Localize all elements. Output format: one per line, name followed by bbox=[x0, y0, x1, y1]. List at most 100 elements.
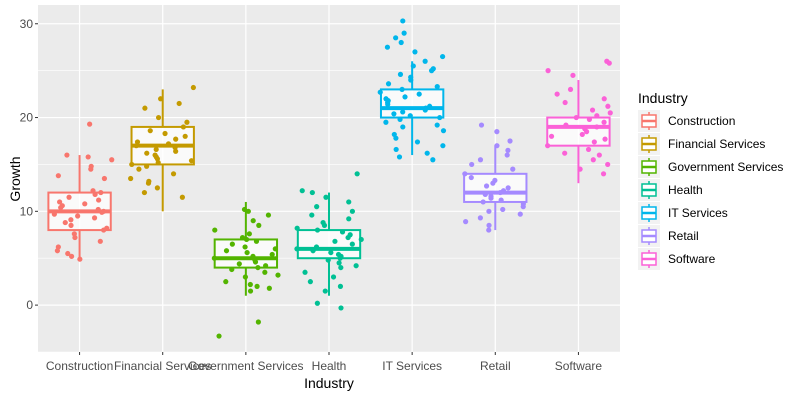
data-point bbox=[510, 166, 516, 172]
x-tick-label: IT Services bbox=[382, 359, 442, 373]
box-retail bbox=[463, 145, 528, 231]
data-point bbox=[430, 157, 436, 163]
data-point bbox=[384, 44, 391, 50]
data-point bbox=[358, 236, 364, 243]
data-point bbox=[507, 138, 513, 144]
data-point bbox=[434, 122, 440, 128]
data-point bbox=[246, 231, 252, 237]
y-axis: 0 10 20 30 bbox=[20, 17, 38, 312]
data-point bbox=[517, 211, 523, 217]
data-point bbox=[505, 185, 511, 191]
legend-item-health: Health bbox=[638, 179, 703, 201]
y-tick-label: 10 bbox=[20, 204, 34, 218]
data-point bbox=[162, 130, 168, 137]
data-point bbox=[182, 133, 188, 139]
data-point bbox=[55, 173, 61, 179]
data-point bbox=[579, 131, 585, 138]
data-point bbox=[606, 60, 612, 66]
data-point bbox=[408, 77, 414, 83]
data-point bbox=[400, 18, 406, 24]
data-point bbox=[133, 143, 139, 149]
data-point bbox=[338, 305, 344, 311]
data-point bbox=[253, 238, 260, 244]
data-point bbox=[397, 116, 403, 123]
data-point bbox=[307, 279, 313, 285]
legend-title: Industry bbox=[638, 90, 688, 106]
x-tick-label: Government Services bbox=[188, 359, 303, 373]
data-point bbox=[424, 150, 430, 156]
data-point bbox=[554, 91, 560, 97]
data-point bbox=[179, 194, 185, 200]
data-point bbox=[393, 135, 399, 141]
data-point bbox=[337, 283, 344, 289]
data-point bbox=[154, 185, 160, 191]
data-point bbox=[440, 143, 446, 149]
data-point bbox=[325, 257, 331, 263]
data-point bbox=[490, 180, 496, 186]
data-point bbox=[309, 212, 315, 218]
data-point bbox=[494, 129, 500, 135]
data-point bbox=[398, 39, 404, 46]
data-point bbox=[265, 212, 272, 218]
x-tick-label: Financial Services bbox=[114, 359, 211, 373]
data-point bbox=[255, 264, 261, 271]
data-point bbox=[256, 222, 262, 228]
data-point bbox=[58, 204, 64, 211]
data-point bbox=[332, 238, 338, 244]
data-point bbox=[339, 229, 346, 235]
data-point bbox=[82, 201, 88, 207]
data-point bbox=[309, 189, 315, 196]
data-point bbox=[596, 152, 602, 158]
data-point bbox=[262, 269, 268, 275]
legend-item-construction: Construction bbox=[638, 110, 735, 132]
data-point bbox=[223, 248, 230, 254]
data-point bbox=[245, 208, 251, 214]
data-point bbox=[155, 159, 161, 166]
x-tick-label: Software bbox=[555, 359, 603, 373]
data-point bbox=[272, 246, 278, 252]
data-point bbox=[101, 175, 108, 182]
legend-item-financial-services: Financial Services bbox=[638, 133, 765, 155]
box-government-services bbox=[213, 201, 279, 296]
legend-label: Health bbox=[668, 183, 703, 197]
data-point bbox=[428, 68, 435, 74]
data-point bbox=[144, 150, 150, 156]
data-point bbox=[239, 234, 246, 241]
data-point bbox=[87, 121, 93, 127]
data-point bbox=[605, 103, 611, 109]
data-point bbox=[158, 96, 164, 102]
data-point bbox=[96, 197, 102, 203]
x-axis-title: Industry bbox=[304, 375, 354, 391]
data-point bbox=[242, 244, 248, 250]
data-point bbox=[294, 225, 300, 231]
data-point bbox=[427, 103, 433, 109]
data-point bbox=[68, 253, 75, 259]
data-point bbox=[601, 119, 607, 125]
data-point bbox=[482, 191, 488, 198]
data-point bbox=[590, 157, 596, 163]
data-point bbox=[391, 111, 397, 117]
data-point bbox=[242, 274, 248, 280]
data-point bbox=[407, 113, 413, 119]
data-point bbox=[563, 122, 569, 128]
data-point bbox=[337, 255, 343, 261]
data-point bbox=[66, 194, 72, 200]
data-point bbox=[480, 199, 486, 205]
data-point bbox=[275, 272, 281, 278]
data-point bbox=[173, 136, 179, 142]
data-point bbox=[294, 246, 300, 252]
data-point bbox=[412, 49, 418, 55]
data-point bbox=[338, 264, 344, 271]
data-point bbox=[346, 199, 352, 205]
data-point bbox=[170, 171, 177, 177]
data-point bbox=[229, 266, 235, 273]
data-point bbox=[68, 217, 74, 223]
data-point bbox=[188, 158, 195, 164]
box-body bbox=[463, 172, 528, 203]
legend: Industry Construction Financial Services G… bbox=[638, 90, 783, 270]
data-point bbox=[383, 119, 389, 125]
data-point bbox=[468, 174, 474, 181]
data-point bbox=[129, 161, 135, 168]
data-point bbox=[463, 219, 469, 225]
